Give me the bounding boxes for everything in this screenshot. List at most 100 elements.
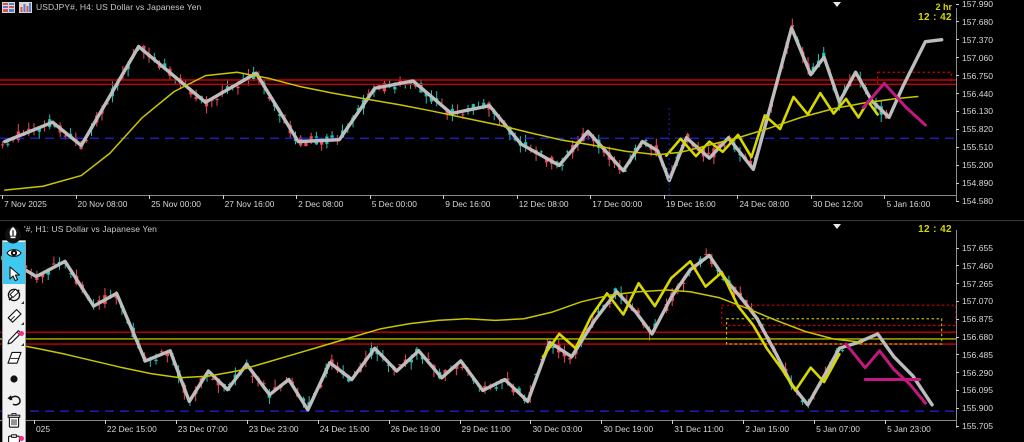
series-zigzag-gray	[3, 26, 944, 183]
time-tick-mark	[2, 195, 3, 199]
cursor-arrow-icon	[8, 265, 21, 282]
chart-pane-h4[interactable]: USDJPY#, H4: US Dollar vs Japanese Yen 1…	[0, 0, 1024, 215]
time-tick-label: 30 Dec 19:00	[603, 424, 654, 434]
price-tick-mark	[956, 3, 959, 5]
series-projection-magenta	[844, 342, 927, 405]
time-tick-mark	[104, 420, 106, 424]
price-tick-label: 156.440	[962, 88, 994, 99]
price-tick-label: 155.200	[962, 160, 994, 171]
price-tick-mark	[956, 57, 959, 59]
pane-divider[interactable]	[0, 220, 1024, 221]
price-axis-h1[interactable]: 157.655 157.460 157.265 157.070 156.875 156.6…	[956, 222, 1024, 442]
time-tick-label: 5 Jan 23:00	[887, 424, 931, 434]
time-tick-label: 5 Jan 16:00	[886, 199, 931, 209]
tool-pen-icon[interactable]	[3, 326, 25, 347]
price-tick-label: 157.060	[962, 52, 994, 63]
time-tick-label: 7 Nov 2025	[4, 199, 47, 209]
price-tick-mark	[956, 146, 959, 148]
series-zigzag-gray	[3, 253, 934, 412]
price-axis-h4[interactable]: 157.990 157.680 157.370 157.060 156.750 156.4…	[956, 0, 1024, 215]
price-tick-mark	[956, 300, 959, 302]
clock-badge-h4: 2 hr 12 : 42	[918, 2, 952, 23]
time-axis-rule	[0, 195, 956, 196]
time-tick-mark	[222, 195, 224, 199]
tool-color-swatch[interactable]	[19, 331, 24, 336]
time-tick-label: 12 Dec 08:00	[518, 199, 569, 209]
price-tick-label: 154.580	[962, 196, 994, 206]
tool-no-draw-icon[interactable]	[3, 284, 25, 305]
price-tick-label: 156.875	[962, 314, 994, 325]
drawing-toolbar[interactable]	[2, 240, 26, 442]
time-tick-mark	[317, 420, 319, 424]
time-tick-label: 9 Dec 16:00	[445, 199, 491, 209]
no-draw-icon	[6, 287, 22, 303]
target-box-red	[721, 304, 956, 327]
chart-window-icon-1[interactable]	[2, 1, 15, 13]
time-tick-mark	[743, 420, 745, 424]
price-tick-mark	[956, 425, 959, 427]
price-tick-label: 157.655	[962, 243, 994, 253]
price-tick-mark	[956, 265, 959, 267]
time-tick-label: 24 Dec 15:00	[319, 424, 370, 434]
price-axis-rule	[956, 230, 957, 428]
price-tick-mark	[956, 247, 959, 249]
time-axis-h4[interactable]: 7 Nov 2025 20 Nov 08:00 25 Nov 00:00 27 Nov…	[0, 195, 956, 215]
time-tick-label: 24 Dec 08:00	[739, 199, 790, 209]
time-tick-label: 31 Dec 11:00	[674, 424, 724, 434]
tool-eye-icon[interactable]	[3, 242, 25, 263]
time-tick-label: 25 Nov 00:00	[151, 199, 201, 209]
price-tick-label: 157.680	[962, 16, 994, 27]
price-tick-mark	[956, 93, 959, 95]
price-tick-mark	[956, 336, 959, 338]
tool-marker-icon[interactable]	[3, 305, 25, 326]
tool-trash-icon[interactable]	[3, 410, 25, 431]
series-zigzag-yellow	[541, 260, 841, 392]
tool-expand-caret-icon[interactable]	[21, 343, 24, 346]
time-tick-label: 26 Dec 19:00	[390, 424, 441, 434]
tool-cursor-arrow-icon[interactable]	[3, 263, 25, 284]
tool-expand-caret-icon[interactable]	[21, 322, 24, 325]
tool-color-swatch[interactable]	[19, 436, 24, 441]
price-tick-mark	[956, 39, 959, 41]
time-axis-h1[interactable]: 025 22 Dec 15:00 23 Dec 07:00 23 Dec 23:00 2…	[0, 420, 956, 442]
chart-title-h1: '#, H1: US Dollar vs Japanese Yen	[24, 223, 157, 234]
chart-pane-h1[interactable]: '#, H1: US Dollar vs Japanese Yen 157.65…	[0, 222, 1024, 442]
eye-icon	[6, 246, 22, 260]
bar-marker-top	[833, 2, 841, 7]
time-tick-mark	[443, 195, 445, 199]
time-tick-mark	[810, 195, 812, 199]
tool-eraser-icon[interactable]	[3, 347, 25, 368]
plot-area-h1[interactable]	[0, 236, 956, 420]
time-tick-mark	[590, 195, 592, 199]
time-tick-mark	[663, 195, 665, 199]
time-tick-mark	[884, 195, 886, 199]
chart-window-icon-2[interactable]	[19, 1, 32, 13]
tool-undo-icon[interactable]	[3, 389, 25, 410]
time-tick-label: 22 Dec 15:00	[106, 424, 157, 434]
time-tick-label: 23 Dec 07:00	[177, 424, 228, 434]
chart-header-h4: USDJPY#, H4: US Dollar vs Japanese Yen	[0, 0, 1024, 14]
time-tick-label: 23 Dec 23:00	[248, 424, 299, 434]
price-tick-label: 157.265	[962, 278, 994, 289]
time-tick-mark	[601, 420, 603, 424]
plot-area-h4[interactable]	[0, 14, 956, 195]
time-tick-label: 025	[36, 424, 50, 434]
time-tick-label: 19 Dec 16:00	[665, 199, 716, 209]
tool-expand-caret-icon[interactable]	[21, 301, 24, 304]
price-tick-label: 157.070	[962, 296, 994, 307]
price-tick-mark	[956, 164, 959, 166]
tool-clipboard-icon[interactable]	[3, 431, 25, 442]
clock-badge-h1: 12 : 42	[918, 224, 952, 235]
dot-icon	[8, 373, 20, 385]
time-tick-mark	[388, 420, 390, 424]
time-tick-mark	[672, 420, 674, 424]
chart-canvas-h4	[0, 18, 956, 195]
tool-dot-icon[interactable]	[3, 368, 25, 389]
undo-icon	[6, 392, 23, 407]
pen-pointer-cursor	[5, 226, 21, 244]
price-tick-label: 157.460	[962, 260, 994, 271]
time-tick-label: 2 Dec 08:00	[298, 199, 344, 209]
price-tick-label: 156.750	[962, 70, 994, 81]
time-tick-mark	[814, 420, 816, 424]
